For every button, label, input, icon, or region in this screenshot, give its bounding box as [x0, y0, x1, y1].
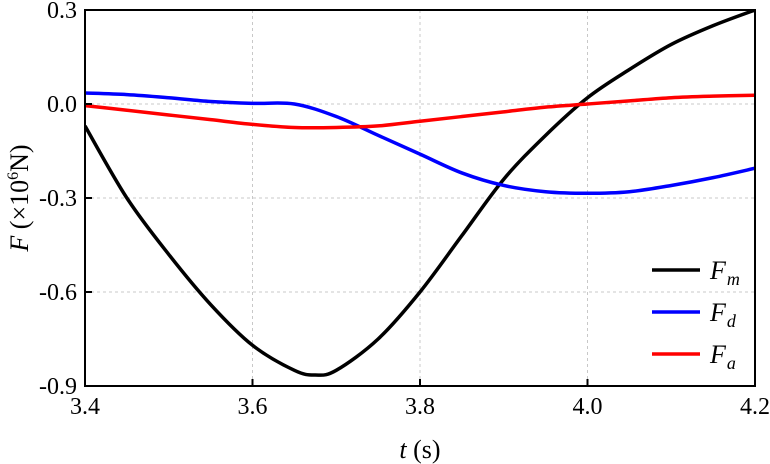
- series-line-fa: [85, 93, 755, 130]
- series-line-fm: [85, 10, 755, 377]
- y-axis-prefix: (×10: [5, 180, 34, 236]
- y-tick-label: 0.0: [47, 92, 77, 118]
- x-tick-label: 3.6: [238, 394, 268, 420]
- y-axis-variable: F: [5, 235, 34, 253]
- series-lines: [85, 10, 755, 377]
- x-axis-variable: t: [399, 435, 407, 464]
- legend-label-fa: Fa: [709, 340, 736, 373]
- grid-lines: [85, 10, 755, 386]
- legend: Fm Fd Fa: [652, 256, 740, 373]
- x-axis-label: t (s): [399, 435, 440, 464]
- legend-label-fm: Fm: [709, 256, 740, 289]
- series-line-fd: [85, 91, 755, 196]
- x-tick-label: 4.0: [573, 394, 603, 420]
- y-tick-label: -0.6: [39, 280, 77, 306]
- y-tick-label: 0.3: [47, 0, 77, 24]
- x-axis-unit: (s): [407, 435, 441, 464]
- y-axis-label: F (×106N): [5, 144, 34, 252]
- y-axis-exponent: 6: [5, 172, 22, 180]
- axis-ticks: 3.4 3.6 3.8 4.0 4.2 -0.9 -0.6 -0.3 0.0 0.3: [39, 0, 770, 420]
- y-tick-label: -0.3: [39, 186, 77, 212]
- x-tick-label: 4.2: [740, 394, 770, 420]
- x-tick-label: 3.8: [405, 394, 435, 420]
- legend-label-fd: Fd: [709, 298, 737, 331]
- x-tick-label: 3.4: [70, 394, 100, 420]
- y-tick-label: -0.9: [39, 374, 77, 400]
- y-axis-suffix: N): [5, 144, 34, 171]
